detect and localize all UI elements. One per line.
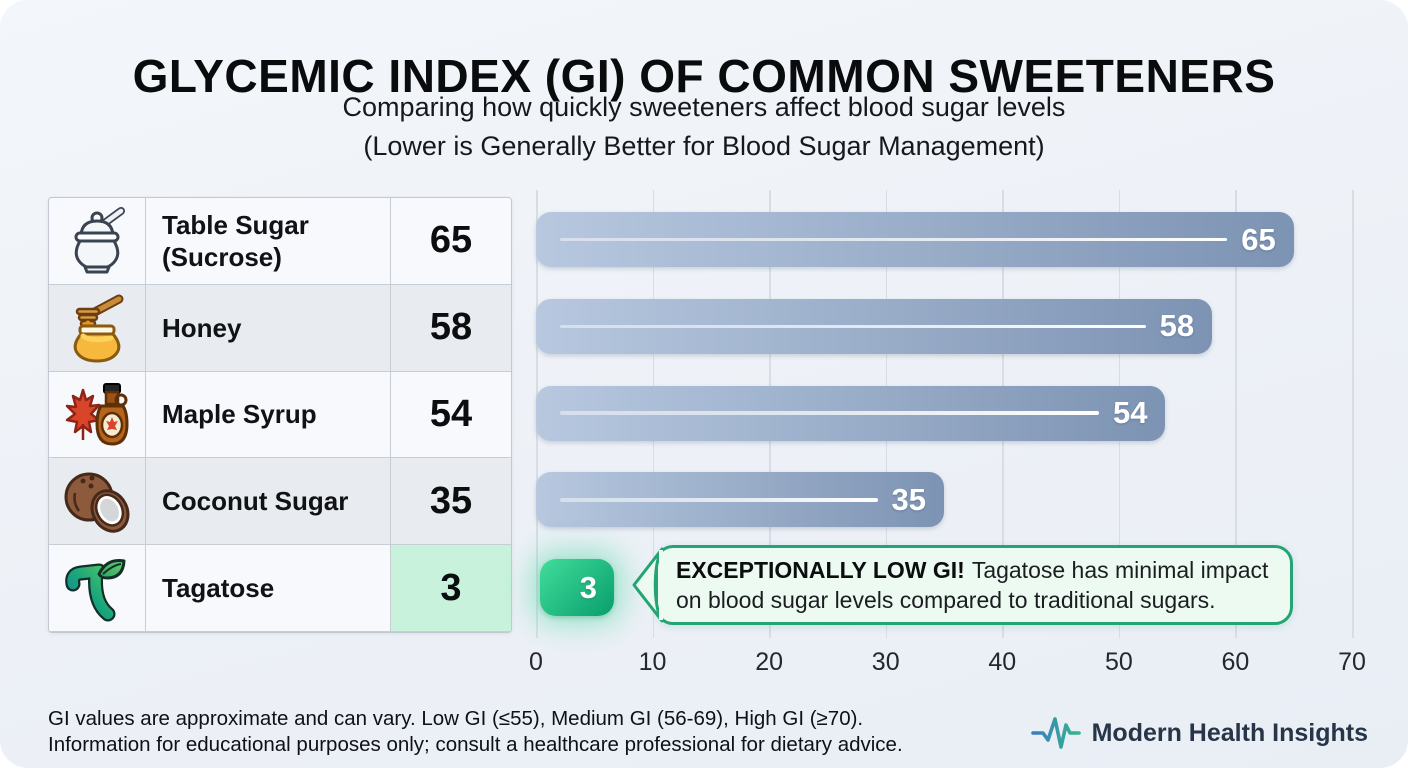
sweetener-gi-value: 65 (391, 198, 511, 285)
subtitle-line-1: Comparing how quickly sweeteners affect … (342, 92, 1066, 122)
sweetener-gi-value: 54 (391, 371, 511, 459)
callout-tail-icon (632, 547, 663, 623)
sweetener-name: Maple Syrup (146, 371, 391, 459)
footer-disclaimer-line-2: Information for educational purposes onl… (48, 733, 903, 756)
footer-disclaimer-line-1: GI values are approximate and can vary. … (48, 707, 864, 730)
callout-text: EXCEPTIONALLY LOW GI! Tagatose has minima… (676, 555, 1272, 615)
axis-tick-label: 30 (871, 648, 900, 676)
axis-tick-label: 60 (1221, 648, 1250, 676)
subtitle-line-2: (Lower is Generally Better for Blood Sug… (363, 131, 1045, 161)
bar-center-line (560, 411, 1099, 415)
gridline (1235, 190, 1237, 638)
sweetener-gi-value: 35 (391, 458, 511, 546)
bar-value-label: 58 (1159, 308, 1195, 344)
bar-center-line (560, 237, 1228, 242)
brand-name: Modern Health Insights (1091, 718, 1368, 747)
gi-bar: 54 (536, 385, 1166, 441)
bar-value-label: 3 (579, 569, 597, 605)
callout-bubble: EXCEPTIONALLY LOW GI! Tagatose has minima… (632, 545, 1293, 625)
gi-bar: 58 (536, 298, 1213, 354)
chart-area: 0 10 20 30 40 50 60 70 65 58 54 35 3 (529, 190, 1366, 676)
brand-logo: Modern Health Insights (1030, 712, 1368, 754)
page-subtitle: Comparing how quickly sweeteners affect … (0, 88, 1408, 166)
callout-body: Tagatose has minimal impact on blood sug… (676, 557, 1269, 613)
bar-value-label: 65 (1241, 221, 1276, 257)
bar-tagatose-highlight: 3 (540, 559, 614, 617)
bar-value-label: 35 (891, 481, 926, 517)
gi-bar: 35 (536, 472, 944, 528)
axis-tick-label: 0 (529, 648, 543, 676)
bar-center-line (560, 324, 1146, 329)
axis-tick-label: 70 (1338, 648, 1366, 676)
sweetener-name: Honey (146, 284, 391, 372)
axis-tick-label: 40 (988, 648, 1017, 676)
page-title: GLYCEMIC INDEX (GI) OF COMMON SWEETENERS (132, 49, 1276, 102)
pulse-icon (1030, 717, 1081, 749)
axis-tick-label: 50 (1104, 648, 1133, 676)
coconut-icon (49, 458, 146, 546)
sweetener-gi-value: 3 (391, 545, 511, 632)
tagatose-logo-icon (49, 545, 146, 632)
callout-headline: EXCEPTIONALLY LOW GI! (676, 557, 965, 583)
sweetener-gi-value: 58 (391, 284, 511, 372)
sugar-bowl-icon (49, 198, 146, 285)
maple-syrup-icon (49, 371, 146, 459)
axis-tick-label: 10 (638, 648, 667, 676)
sweetener-table: Table Sugar (Sucrose) 65 Honey 58 Maple Sy… (48, 197, 512, 633)
sweetener-name: Tagatose (146, 545, 391, 632)
honey-jar-icon (49, 284, 146, 372)
bar-value-label: 54 (1113, 395, 1148, 431)
bar-center-line (560, 498, 878, 502)
axis-tick-label: 20 (755, 648, 784, 676)
sweetener-name: Table Sugar (Sucrose) (146, 198, 391, 285)
gi-bar: 65 (536, 212, 1294, 267)
sweetener-name: Coconut Sugar (146, 458, 391, 546)
gridline (1352, 190, 1354, 638)
